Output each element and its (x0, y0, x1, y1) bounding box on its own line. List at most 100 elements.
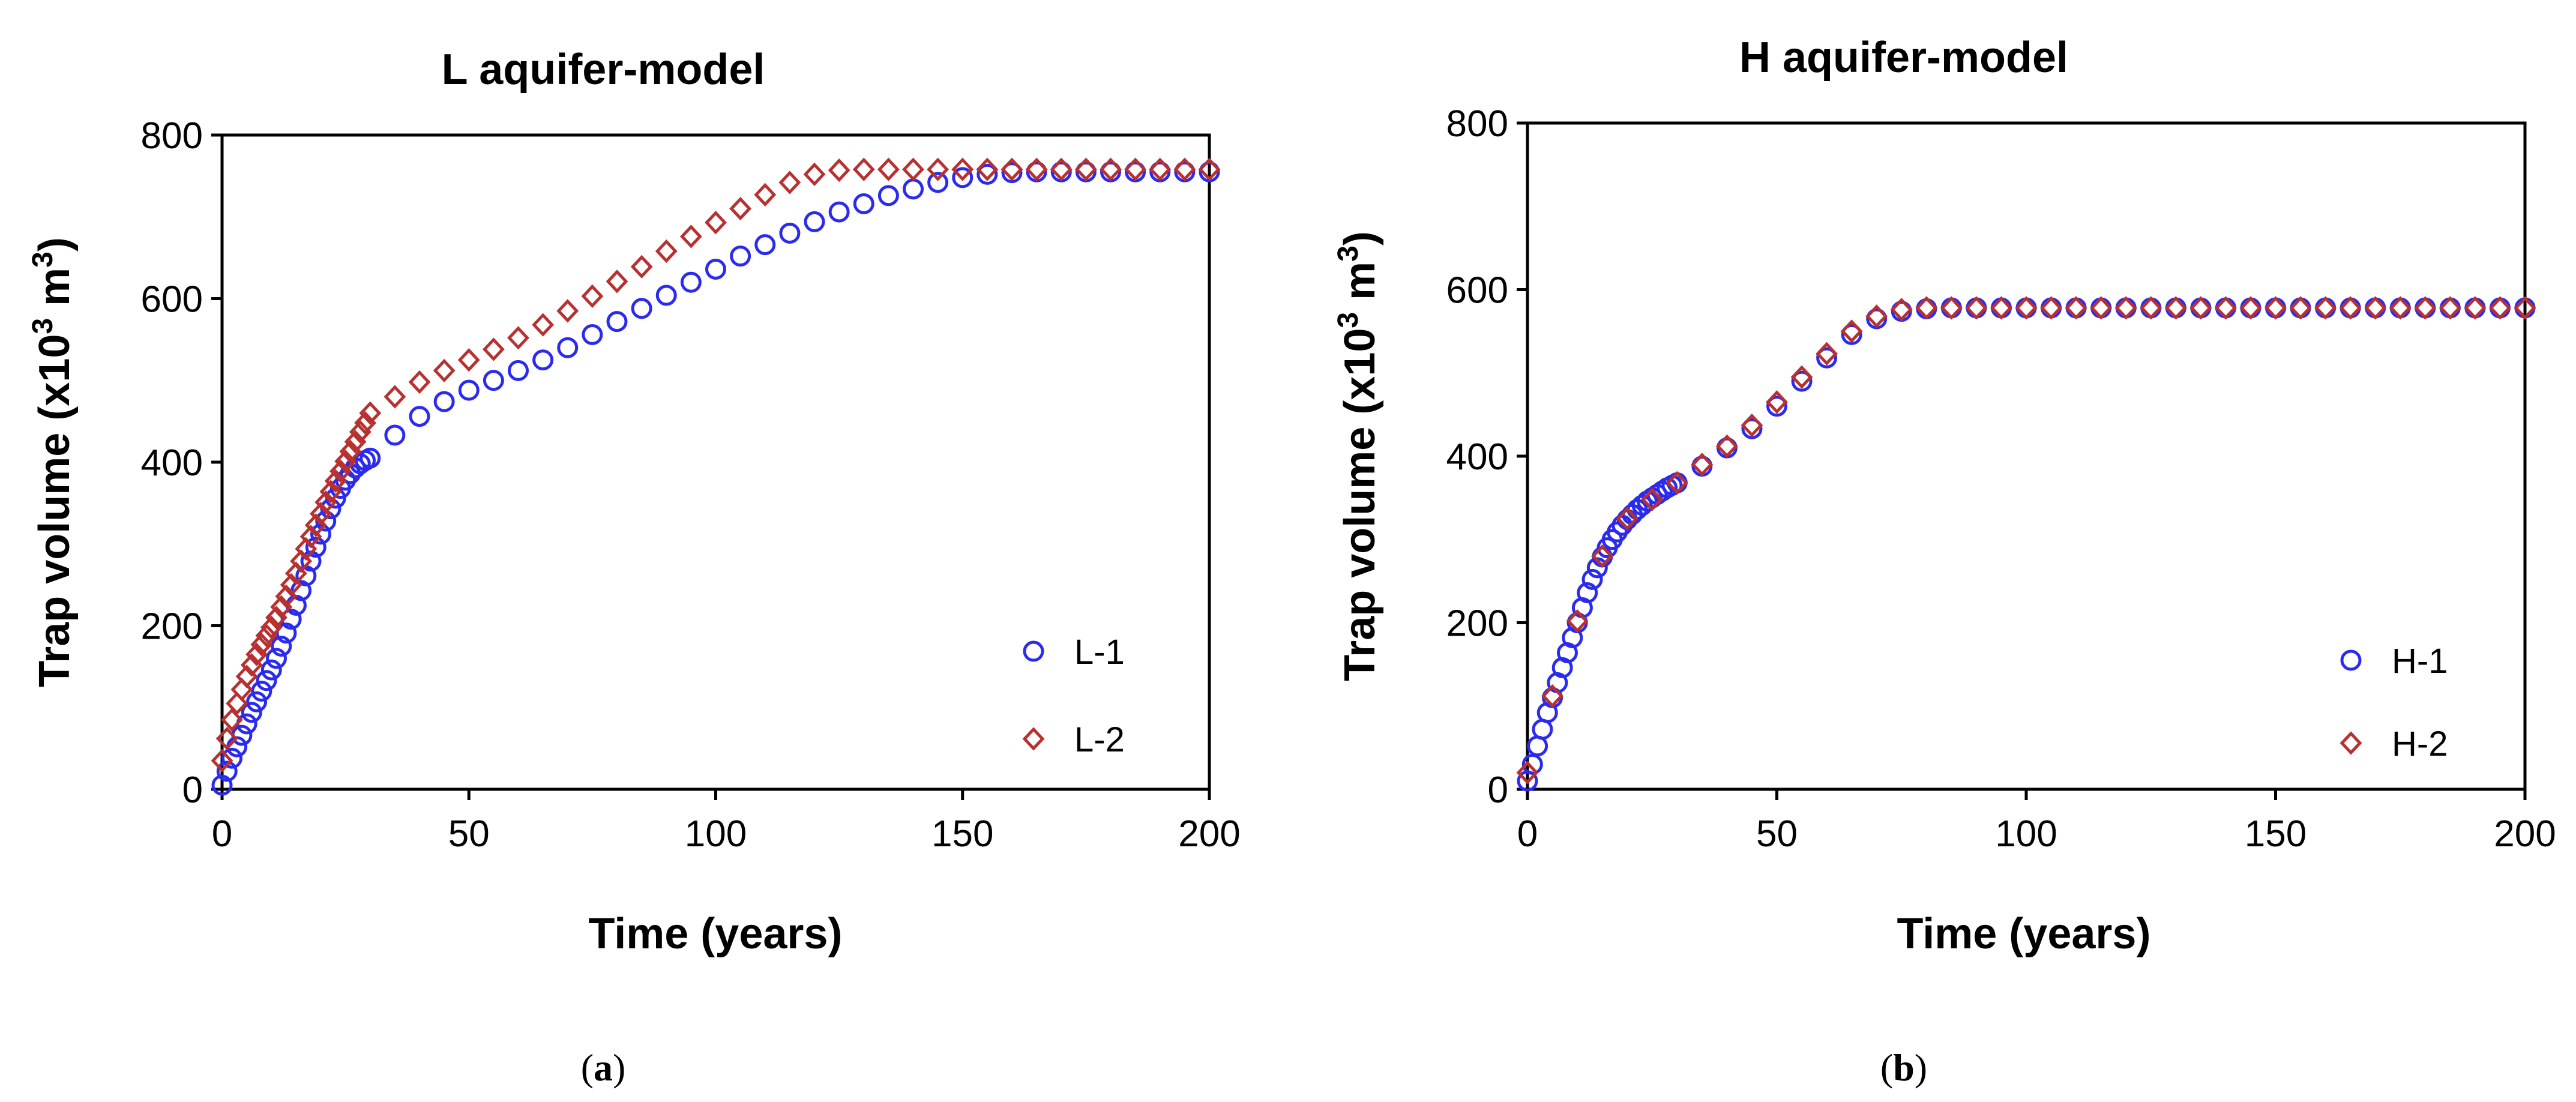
data-point-h-1 (1841, 324, 1862, 345)
data-point-l-2 (250, 633, 273, 657)
data-point-h-2 (1890, 298, 1913, 322)
data-point-h-2 (1790, 365, 1813, 389)
legend-b: H-1 H-2 (2340, 642, 2448, 763)
data-point-l-2 (729, 196, 752, 221)
legend-a: L-1 L-2 (1022, 633, 1125, 759)
x-tick-label: 50 (1756, 813, 1798, 855)
legend-marker-l2 (1022, 727, 1045, 751)
y-axis-label-sup-a: 3 (27, 318, 59, 334)
data-point-h-1 (2090, 297, 2112, 319)
plot-frame-b (1526, 121, 2527, 791)
caption-b-open: ( (1880, 1046, 1893, 1089)
data-point-l-2 (1198, 157, 1221, 181)
data-point-h-2 (2239, 296, 2262, 320)
data-point-h-1 (2290, 297, 2311, 319)
data-point-h-2 (1666, 471, 1688, 495)
data-point-l-2 (630, 254, 653, 279)
legend-label-l2: L-2 (1074, 720, 1125, 759)
data-point-h-1 (2415, 297, 2436, 319)
data-point-h-2 (2189, 296, 2212, 320)
data-point-l-1 (433, 391, 455, 412)
y-tick-label: 600 (141, 279, 203, 321)
data-point-l-1 (458, 379, 480, 401)
data-point-h-1 (2265, 297, 2286, 319)
data-point-l-2 (359, 401, 382, 425)
data-point-h-2 (2464, 296, 2487, 320)
x-tick-group-b: 0 50 100 150 200 (1517, 789, 2556, 855)
y-axis-label-main-b: Trap volume (x10 (1336, 328, 1384, 681)
data-point-l-1 (508, 360, 529, 381)
data-point-l-1 (582, 324, 603, 345)
data-point-l-1 (705, 258, 726, 280)
data-point-h-2 (2090, 296, 2113, 320)
legend-marker-h2 (2340, 731, 2362, 755)
data-point-l-1 (216, 760, 238, 782)
data-point-l-1 (532, 349, 554, 371)
y-axis-label-sup-b: 3 (1332, 312, 1364, 328)
data-point-h-1 (1990, 297, 2012, 319)
x-tick-label: 100 (685, 813, 747, 855)
data-point-h-1 (2015, 297, 2037, 319)
data-point-l-1 (260, 659, 282, 681)
data-point-l-2 (556, 299, 579, 323)
data-point-h-1 (2464, 297, 2486, 319)
data-point-h-2 (1915, 296, 1938, 320)
x-tick-label: 150 (2245, 813, 2307, 855)
y-axis-label-end-b: ) (1336, 231, 1384, 245)
data-point-l-1 (256, 670, 277, 691)
data-point-l-2 (215, 726, 238, 751)
data-point-l-2 (705, 211, 727, 235)
legend-marker-h1 (2340, 649, 2362, 671)
data-point-l-1 (251, 681, 272, 702)
data-point-l-1 (927, 172, 949, 193)
x-tick-label: 150 (931, 813, 993, 855)
data-point-l-1 (246, 691, 268, 712)
caption-b-close: ) (1915, 1046, 1927, 1089)
y-tick-label: 800 (141, 115, 203, 157)
data-point-l-2 (1001, 157, 1023, 181)
data-point-h-2 (1591, 544, 1614, 568)
caption-b: (b) (1880, 1046, 1927, 1089)
data-point-h-1 (2439, 297, 2461, 319)
x-axis-label-b: Time (years) (1897, 910, 2151, 958)
data-point-l-1 (271, 636, 292, 657)
data-point-h-2 (1566, 609, 1589, 633)
data-point-h-1 (2315, 297, 2337, 319)
data-point-l-1 (409, 406, 430, 427)
data-point-h-2 (2015, 296, 2038, 320)
data-point-h-2 (2164, 296, 2187, 320)
y-tick-label: 0 (1488, 769, 1508, 811)
data-point-h-1 (2190, 297, 2212, 319)
data-point-l-2 (482, 337, 505, 361)
y-tick-label: 400 (1446, 436, 1508, 478)
data-point-h-2 (1840, 319, 1863, 343)
data-point-l-2 (349, 420, 372, 444)
data-point-h-1 (1966, 297, 1987, 319)
data-point-l-2 (679, 224, 702, 248)
data-point-h-2 (2439, 296, 2461, 320)
data-point-h-2 (1691, 453, 1714, 477)
data-point-l-1 (730, 245, 751, 267)
data-point-l-1 (275, 622, 297, 644)
data-point-h-2 (2140, 296, 2162, 320)
x-tick-label: 200 (2494, 813, 2556, 855)
x-tick-label: 100 (1995, 813, 2057, 855)
data-point-h-2 (1541, 684, 1563, 708)
legend-marker-l1 (1023, 640, 1044, 662)
data-point-l-1 (903, 178, 924, 200)
data-point-l-1 (754, 234, 776, 256)
data-point-h-2 (1940, 296, 1963, 320)
data-point-l-1 (384, 424, 406, 446)
data-point-l-1 (804, 211, 825, 232)
chart-panel-b: H aquifer-model 0 50 100 150 200 0 200 400 600 8… (1332, 34, 2556, 1089)
data-point-h-1 (2165, 297, 2186, 319)
y-axis-label-end-a: ) (31, 237, 79, 251)
data-point-h-1 (2065, 297, 2087, 319)
data-point-l-2 (1074, 157, 1097, 181)
data-point-l-2 (221, 708, 243, 732)
data-point-l-1 (226, 736, 248, 757)
y-tick-label: 200 (1446, 603, 1508, 645)
data-point-h-2 (1816, 342, 1838, 366)
data-point-h-2 (2289, 296, 2312, 320)
